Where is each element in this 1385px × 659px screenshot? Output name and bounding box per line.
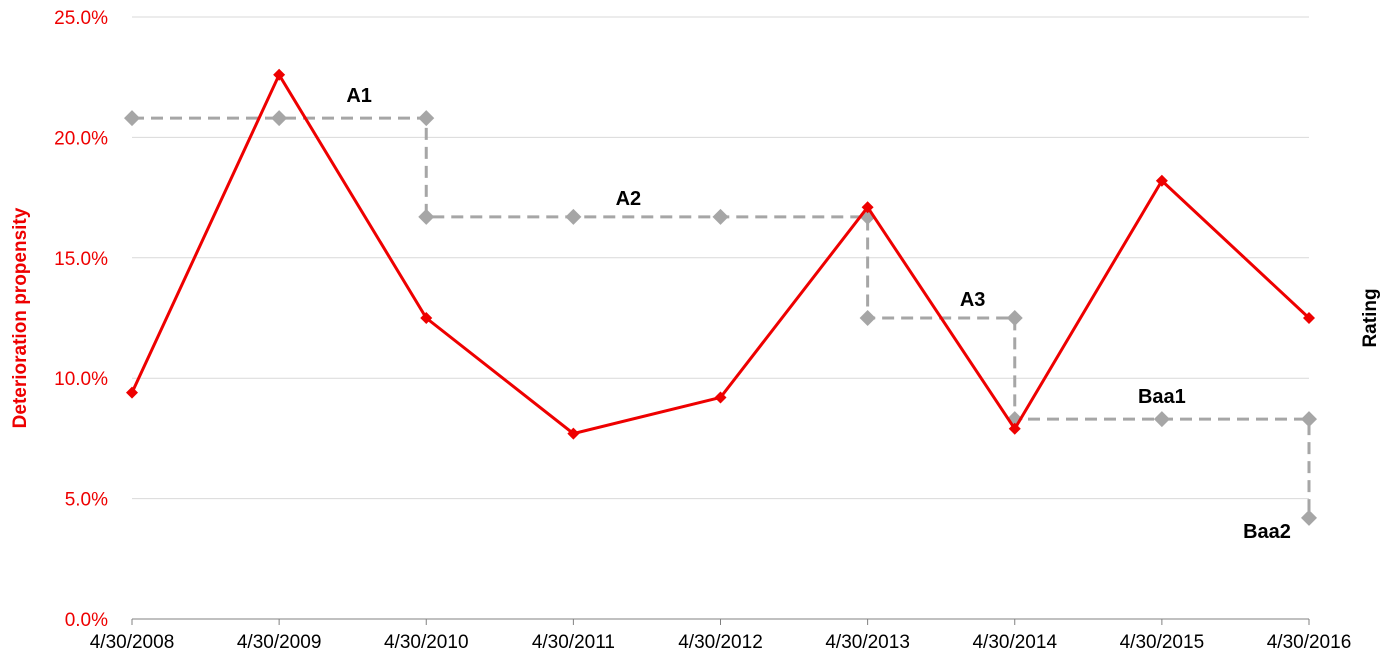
propensity-series [126, 68, 1315, 440]
y-tick-label: 25.0% [54, 8, 108, 29]
y-tick-label: 5.0% [65, 490, 108, 511]
x-tick-label: 4/30/2013 [825, 632, 910, 653]
x-tick-label: 4/30/2011 [532, 632, 615, 653]
propensity-point [1303, 312, 1315, 324]
rating-point [1301, 411, 1317, 428]
propensity-point [273, 68, 286, 81]
rating-point [418, 110, 435, 127]
propensity-point [126, 386, 138, 399]
gridlines [132, 16, 1309, 500]
rating-label: A3 [960, 289, 986, 311]
rating-point [712, 208, 729, 225]
rating-labels: A1 A2 A3 Baa1 Baa2 [346, 85, 1291, 543]
y-tick-label: 10.0% [54, 369, 108, 390]
rating-label: A1 [346, 85, 372, 107]
propensity-point [1155, 174, 1168, 187]
x-tick-label: 4/30/2014 [972, 632, 1057, 653]
propensity-point [567, 427, 580, 440]
rating-point [1006, 310, 1023, 326]
rating-point [124, 110, 140, 127]
propensity-point [714, 391, 727, 404]
x-tick-label: 4/30/2015 [1120, 632, 1205, 653]
y-tick-label: 0.0% [65, 610, 108, 631]
propensity-point [420, 312, 433, 324]
rating-series [124, 110, 1317, 526]
x-tick-label: 4/30/2010 [384, 632, 469, 653]
propensity-point [1008, 422, 1021, 435]
rating-label: A2 [616, 188, 642, 210]
rating-label: Baa1 [1138, 386, 1186, 408]
y-tick-label: 20.0% [54, 128, 108, 149]
rating-line [132, 116, 1311, 518]
rating-point [1153, 411, 1170, 428]
x-tick-label: 4/30/2009 [237, 632, 322, 653]
y2-axis-title: Rating [1360, 288, 1381, 347]
propensity-line [130, 71, 1311, 436]
x-tick-label: 4/30/2008 [90, 632, 175, 653]
x-tick-label: 4/30/2016 [1267, 632, 1352, 653]
y-axis-title: Deterioration propensity [10, 207, 31, 428]
propensity-point [861, 201, 874, 214]
y-tick-label: 15.0% [54, 249, 108, 270]
rating-point [271, 110, 288, 127]
y-tick-labels: 0.0% 5.0% 10.0% 15.0% 20.0% 25.0% [54, 8, 108, 631]
x-tick-label: 4/30/2012 [678, 632, 763, 653]
rating-point [418, 208, 435, 225]
x-tick-labels: 4/30/2008 4/30/2009 4/30/2010 4/30/2011 4/30… [90, 619, 1352, 653]
rating-label: Baa2 [1243, 521, 1291, 543]
rating-point [859, 310, 876, 326]
rating-point [1301, 509, 1317, 526]
rating-point [565, 208, 582, 225]
